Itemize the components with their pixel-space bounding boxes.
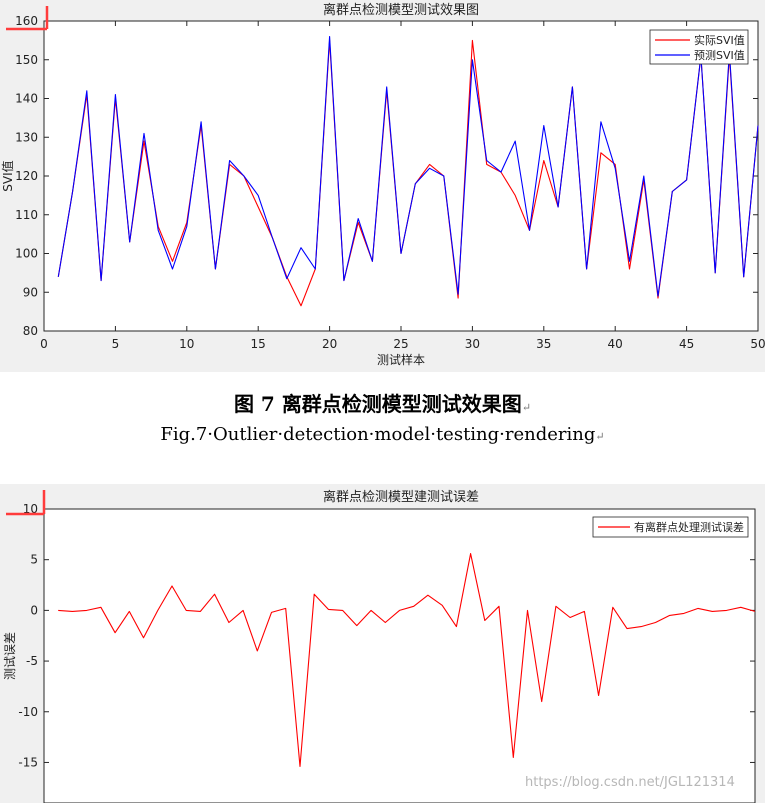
y-tick-label: 110 <box>15 208 38 222</box>
x-axis-label: 测试样本 <box>377 352 425 367</box>
y-tick-label: 0 <box>30 603 38 617</box>
figure-caption-cn: 图 7 离群点检测模型测试效果图↵ <box>0 388 765 417</box>
error-chart-svg: -15 -10 -5 0 5 10 离群点检测模型建测试误差 测试误差 有离群点处理测试误… <box>2 489 756 804</box>
y-tick-label: 130 <box>15 130 38 144</box>
figure-test-error: -15 -10 -5 0 5 10 离群点检测模型建测试误差 测试误差 有离群点处理测试误… <box>0 484 765 804</box>
x-tick-label: 5 <box>112 337 120 351</box>
y-tick-label: 5 <box>30 553 38 567</box>
return-mark-icon: ↵ <box>521 401 532 414</box>
svi-chart-svg: 80 90 100 110 120 130 140 150 160 0 5 10 15 20 25 30 35 4… <box>0 2 765 367</box>
x-tick-label: 35 <box>536 337 551 351</box>
legend-label-predicted: 预测SVI值 <box>694 49 745 62</box>
x-tick-label: 40 <box>608 337 623 351</box>
legend-label-error: 有离群点处理测试误差 <box>634 520 744 534</box>
caption-cn-text: 离群点检测模型测试效果图 <box>281 392 522 416</box>
x-tick-label: 10 <box>179 337 194 351</box>
y-tick-label: 80 <box>23 324 38 338</box>
y-tick-label: 100 <box>15 247 38 261</box>
figure-caption-en: Fig.7·Outlier·detection·model·testing·re… <box>0 424 765 445</box>
x-tick-label: 45 <box>679 337 694 351</box>
chart-title: 离群点检测模型测试效果图 <box>323 2 479 18</box>
chart-title: 离群点检测模型建测试误差 <box>323 489 479 505</box>
y-tick-label: -5 <box>26 654 38 668</box>
caption-en-text: Fig.7·Outlier·detection·model·testing·re… <box>160 424 596 445</box>
y-tick-label: 10 <box>23 502 38 516</box>
caption-cn-label: 图 <box>233 392 254 416</box>
legend: 有离群点处理测试误差 <box>592 516 749 538</box>
y-tick-label: -10 <box>18 705 38 719</box>
return-mark-icon: ↵ <box>595 430 605 443</box>
y-tick-label: 150 <box>15 53 38 67</box>
y-axis-label: 测试误差 <box>2 632 17 680</box>
figure-svi-comparison: 80 90 100 110 120 130 140 150 160 0 5 10 15 20 25 30 35 4… <box>0 0 765 372</box>
plot-area <box>43 20 759 332</box>
red-bracket-marker <box>6 490 46 516</box>
y-tick-label: -15 <box>18 755 38 769</box>
watermark-text: https://blog.csdn.net/JGL121314 <box>525 775 735 790</box>
series-line-2 <box>57 35 759 297</box>
legend-box <box>592 516 749 538</box>
y-tick-label: 160 <box>15 14 38 28</box>
x-tick-label: 15 <box>251 337 266 351</box>
x-tick-label: 20 <box>322 337 337 351</box>
caption-cn-number: 7 <box>260 392 275 416</box>
legend-box <box>649 29 749 65</box>
red-bracket-marker <box>6 6 49 31</box>
y-tick-label: 90 <box>23 285 38 299</box>
y-axis-label: SVI值 <box>0 160 15 191</box>
plot-area <box>43 508 756 804</box>
x-tick-label: 0 <box>40 337 48 351</box>
legend-label-actual: 实际SVI值 <box>694 33 745 47</box>
legend: 实际SVI值 预测SVI值 <box>649 29 749 65</box>
x-tick-label: 25 <box>393 337 408 351</box>
x-tick-label: 30 <box>465 337 480 351</box>
y-tick-label: 120 <box>15 169 38 183</box>
series-line-1 <box>58 553 756 768</box>
y-tick-label: 140 <box>15 92 38 106</box>
x-tick-label: 50 <box>750 337 765 351</box>
